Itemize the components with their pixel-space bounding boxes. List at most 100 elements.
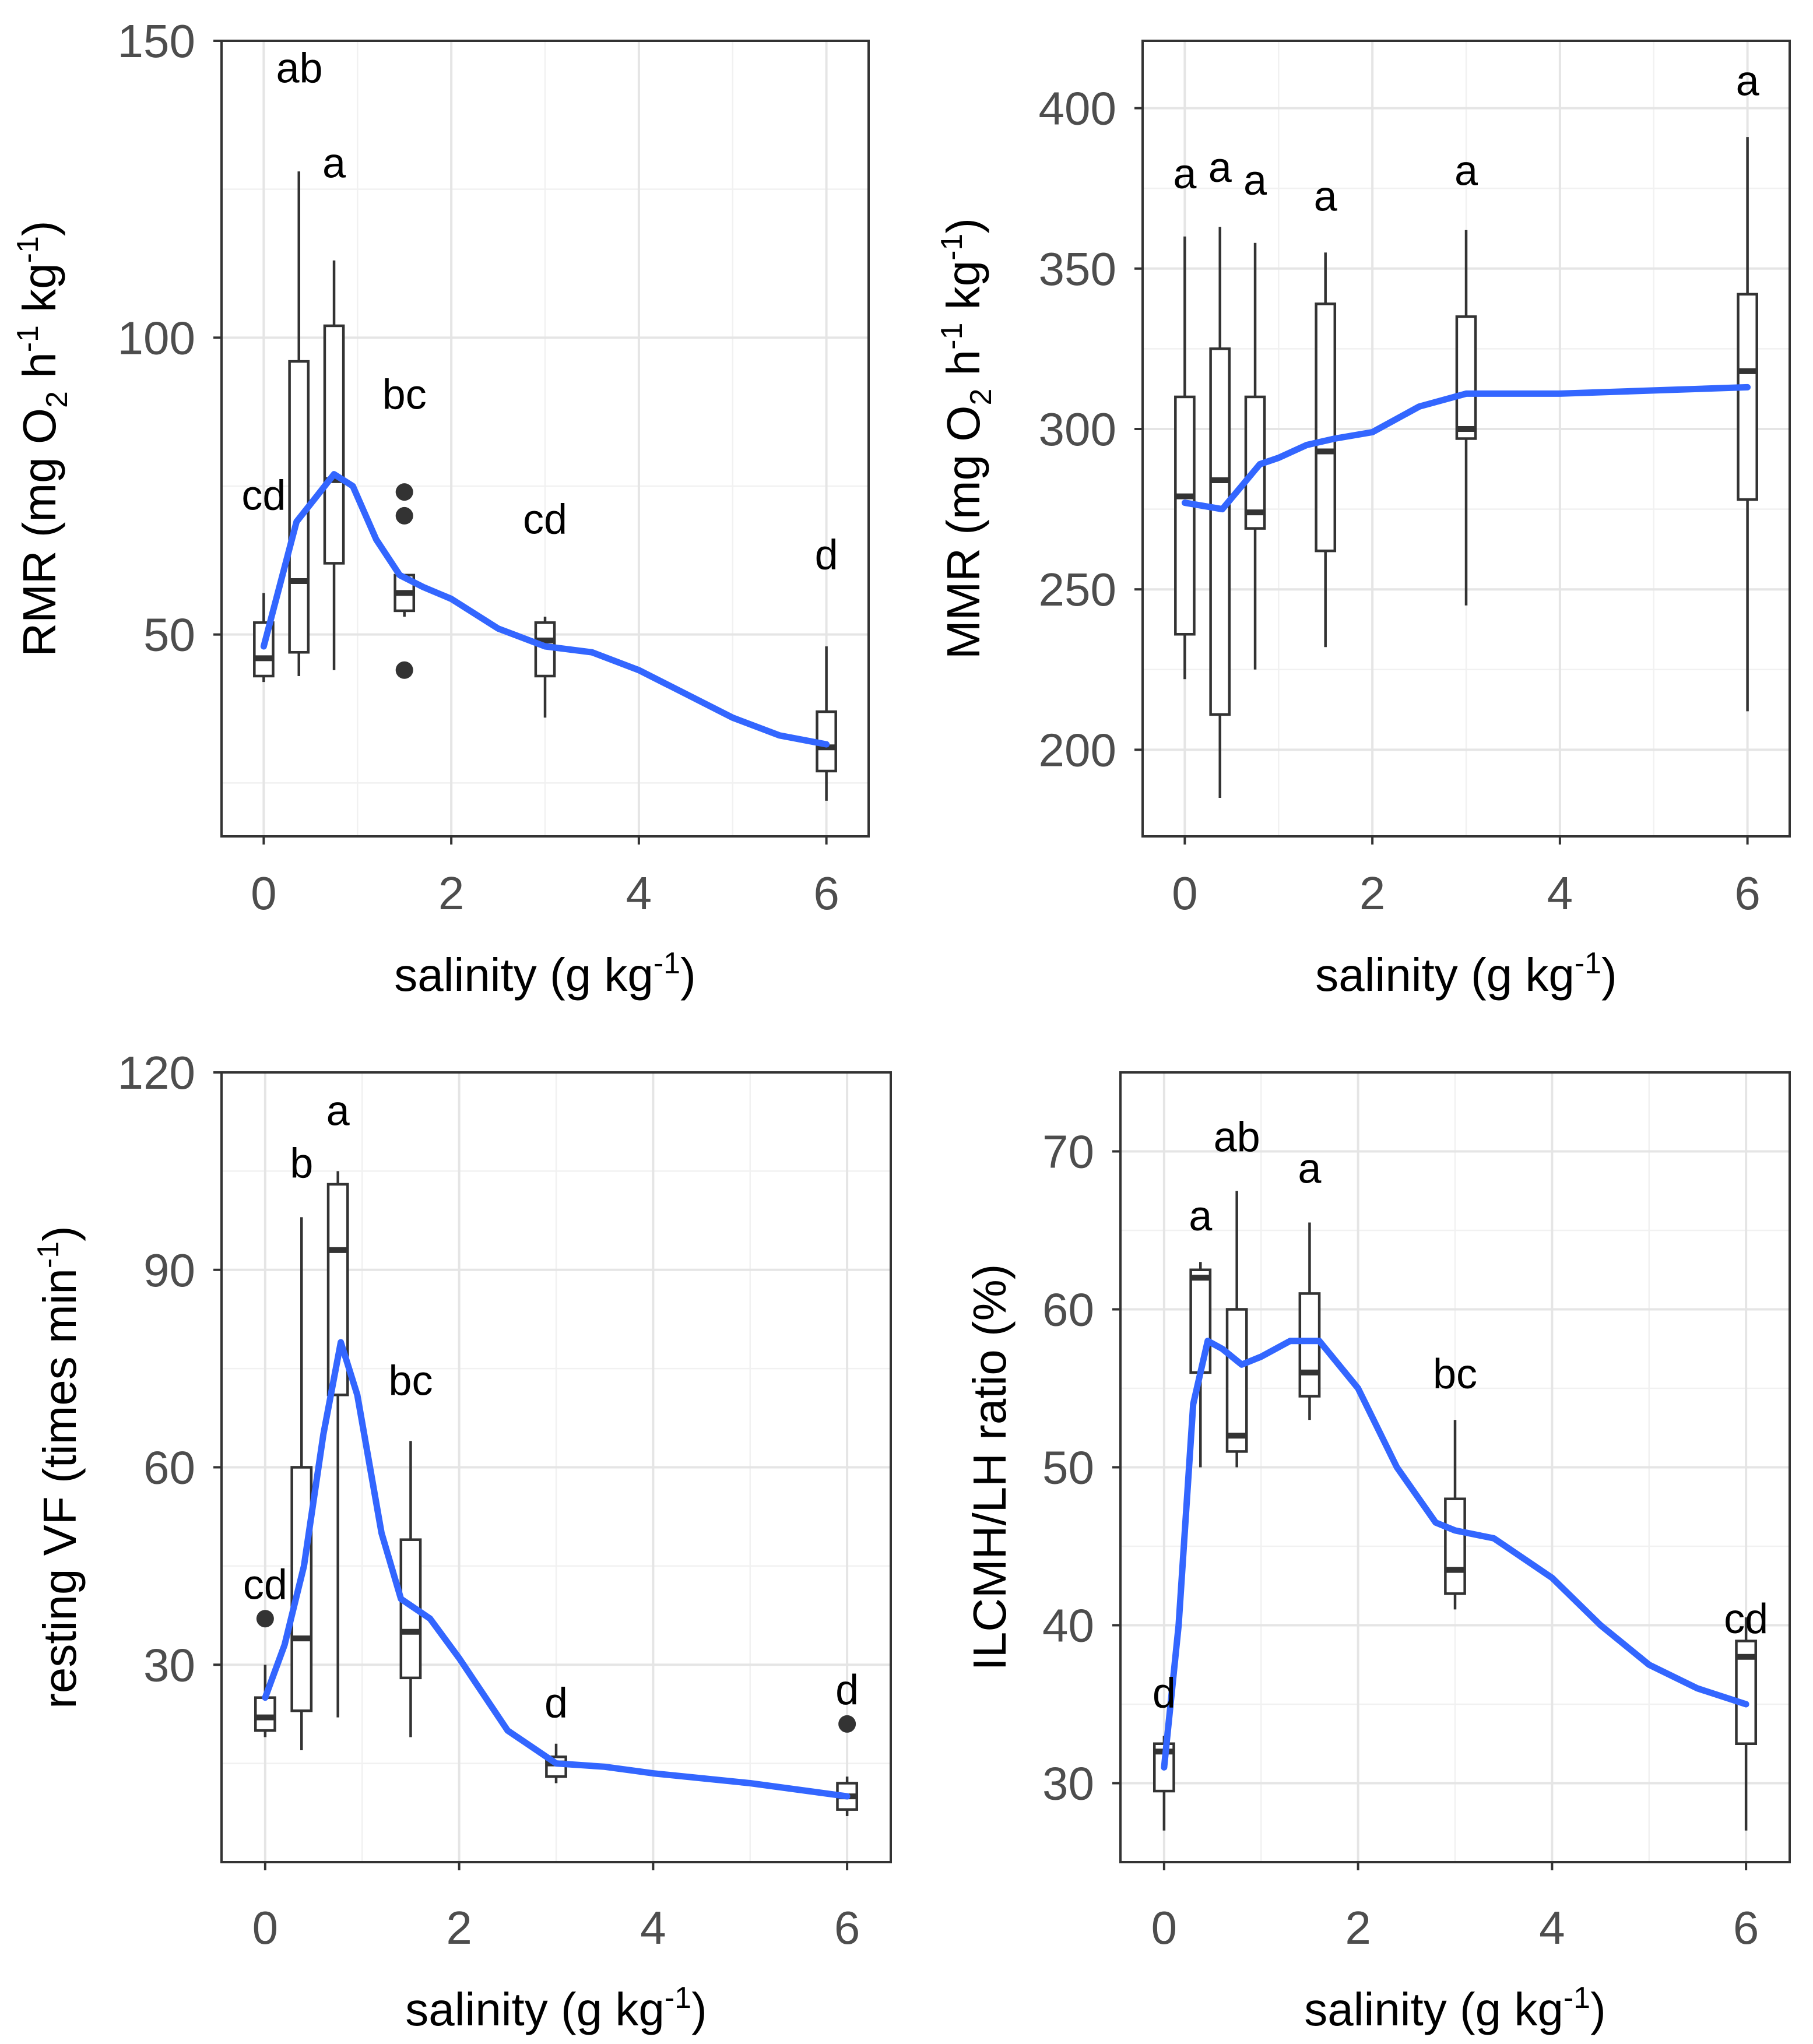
y-tick-label: 60 — [1042, 1284, 1094, 1336]
significance-letter: a — [1208, 145, 1232, 191]
significance-letter: bc — [1433, 1351, 1477, 1398]
boxplot-ratio-5 — [1735, 1617, 1758, 1831]
y-tick-label: 70 — [1042, 1126, 1094, 1178]
boxplot-rmr-5 — [816, 646, 837, 801]
significance-letter: cd — [243, 1561, 287, 1608]
panel-ratio: aba a bc cd d 30 40 50 60 70 0 2 4 6 salinity (g kg-1)… — [964, 1071, 1791, 2035]
y-tick-label: 50 — [1042, 1442, 1094, 1494]
significance-letter: ab — [276, 45, 322, 92]
boxplot-mmr-0 — [1174, 236, 1196, 680]
x-tick-label: 0 — [251, 867, 277, 919]
significance-letter: cd — [241, 473, 286, 519]
boxplot-ratio-2 — [1225, 1191, 1248, 1468]
smooth-line — [260, 471, 830, 748]
x-tick-label: 2 — [446, 1902, 472, 1954]
x-tick-label: 4 — [1547, 867, 1573, 919]
significance-letter: d — [544, 1680, 568, 1727]
boxplot-vf-1 — [290, 1217, 313, 1751]
significance-letter: a — [326, 1088, 350, 1134]
panel-border — [1141, 40, 1791, 838]
boxplot-vf-2 — [326, 1171, 349, 1718]
y-tick-label: 350 — [1039, 243, 1116, 295]
significance-letter: cd — [1724, 1596, 1768, 1642]
boxplot-rmr-2 — [323, 260, 345, 670]
smooth-line — [262, 1339, 851, 1800]
significance-letter: a — [1454, 148, 1478, 195]
gridlines — [222, 41, 869, 836]
box-iqr — [1225, 1308, 1248, 1453]
significance-letter: d — [815, 532, 838, 579]
box-iqr — [1174, 395, 1196, 636]
boxplot-mmr-3 — [1315, 252, 1337, 648]
outlier-point — [395, 661, 413, 679]
boxplot-mmr-1 — [1209, 227, 1231, 798]
panel-rmr: ab a bc cd cd d 50 100 150 0 2 4 6 salinity (g kg-1) R… — [11, 15, 870, 1001]
outlier-point — [395, 483, 413, 501]
boxplot-rmr-4 — [534, 617, 556, 718]
significance-letter: bc — [382, 372, 427, 418]
x-tick-label: 0 — [1151, 1902, 1178, 1954]
box-iqr — [1209, 347, 1231, 716]
gridlines — [222, 1072, 891, 1862]
boxplot-mmr-2 — [1244, 242, 1266, 670]
y-tick-label: 30 — [143, 1639, 195, 1691]
x-tick-label: 4 — [640, 1902, 666, 1954]
x-tick-label: 2 — [1359, 867, 1386, 919]
outlier-point — [838, 1715, 856, 1733]
box-iqr — [1444, 1497, 1466, 1595]
significance-letter: d — [1153, 1670, 1176, 1716]
y-axis-title: ILCMH/LH ratio (%) — [964, 1264, 1016, 1671]
smooth-line — [1161, 1338, 1749, 1771]
x-axis-title: salinity (g kg-1) — [394, 947, 696, 1001]
y-tick-label: 60 — [143, 1442, 195, 1494]
boxplot-mmr-4 — [1455, 230, 1477, 606]
significance-letter: ab — [1214, 1114, 1260, 1161]
x-tick-label: 6 — [813, 867, 839, 919]
x-tick-label: 6 — [834, 1902, 860, 1954]
y-tick-label: 200 — [1039, 724, 1116, 776]
x-axis-title: salinity (g kg-1) — [1304, 1981, 1606, 2035]
x-axis-title: salinity (g kg-1) — [1315, 947, 1617, 1001]
significance-letter: a — [1243, 157, 1267, 204]
x-tick-label: 4 — [626, 867, 652, 919]
y-tick-label: 150 — [118, 15, 195, 67]
y-tick-label: 400 — [1039, 83, 1116, 135]
x-tick-label: 0 — [252, 1902, 279, 1954]
significance-letter: a — [1189, 1193, 1213, 1240]
box-iqr — [1315, 302, 1337, 553]
y-tick-label: 300 — [1039, 403, 1116, 455]
box-iqr — [1737, 293, 1758, 501]
y-tick-label: 250 — [1039, 564, 1116, 615]
significance-letter: cd — [523, 496, 567, 543]
y-tick-label: 120 — [118, 1047, 195, 1099]
box-iqr — [323, 324, 345, 565]
y-tick-label: 40 — [1042, 1600, 1094, 1652]
outlier-point — [256, 1610, 274, 1628]
smooth-line — [1181, 384, 1751, 513]
significance-letter: bc — [388, 1357, 433, 1404]
box-iqr — [254, 1696, 276, 1732]
significance-letter: d — [835, 1667, 859, 1714]
significance-letter: a — [322, 140, 346, 187]
boxplot-ratio-4 — [1444, 1420, 1466, 1610]
panel-border — [220, 40, 870, 838]
significance-letter: a — [1736, 58, 1760, 105]
boxplot-vf-3 — [399, 1441, 422, 1737]
x-tick-label: 2 — [438, 867, 465, 919]
y-axis-title: resting VF (times min-1) — [31, 1226, 86, 1709]
boxplot-rmr-3 — [393, 483, 416, 679]
significance-letter: a — [1298, 1146, 1322, 1192]
x-axis-title: salinity (g kg-1) — [405, 1981, 707, 2035]
significance-letter: a — [1314, 174, 1338, 220]
significance-letter: a — [1173, 151, 1197, 198]
y-tick-label: 50 — [143, 609, 195, 661]
box-iqr — [1455, 315, 1477, 440]
x-tick-label: 6 — [1733, 1902, 1759, 1954]
y-tick-label: 90 — [143, 1244, 195, 1296]
y-tick-label: 30 — [1042, 1758, 1094, 1810]
boxplot-rmr-1 — [288, 171, 310, 676]
significance-letter: b — [290, 1141, 313, 1187]
outlier-point — [395, 506, 413, 525]
